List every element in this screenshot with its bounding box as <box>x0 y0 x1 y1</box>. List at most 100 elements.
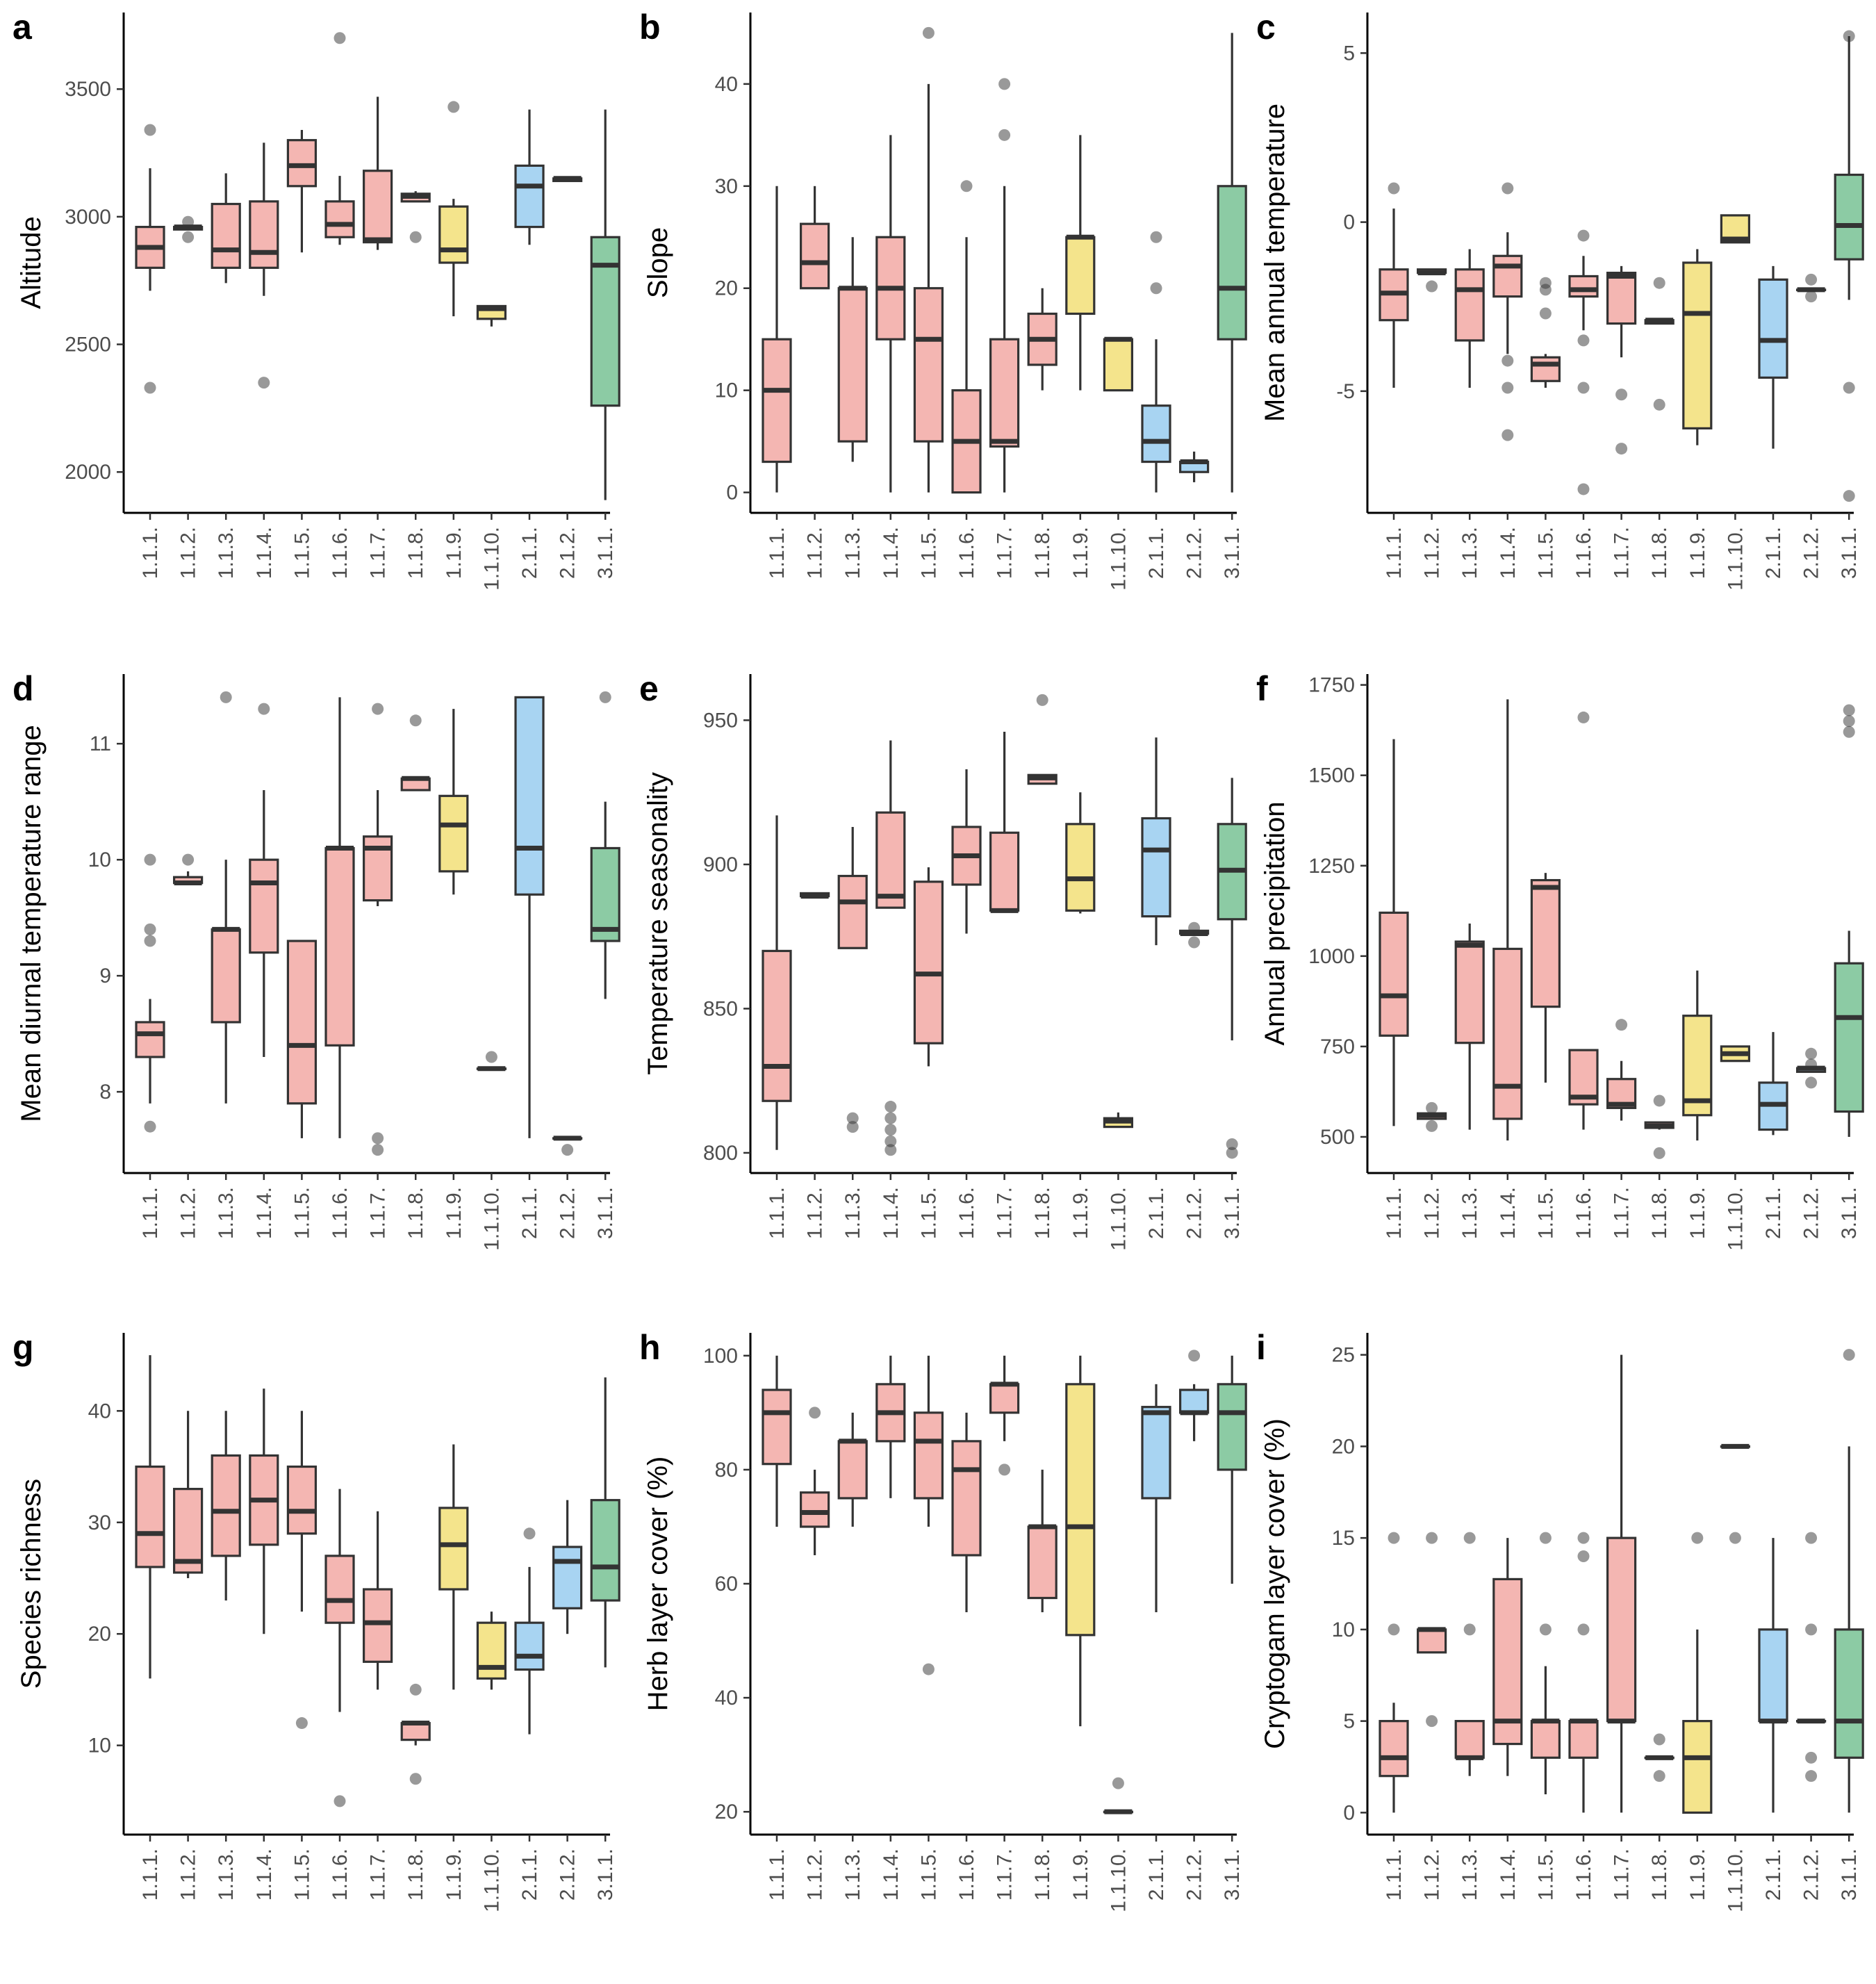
outlier-point <box>258 703 270 715</box>
box-iqr <box>590 846 620 942</box>
outlier-point <box>998 78 1011 90</box>
outlier-point <box>1805 1076 1818 1089</box>
box-iqr <box>1492 254 1523 298</box>
box-3.1.1. <box>590 691 620 999</box>
box-1.1.5. <box>913 26 944 493</box>
y-tick-label: 20 <box>715 277 738 300</box>
outlier-point <box>220 691 232 703</box>
outlier-point <box>1426 1101 1438 1114</box>
box-1.1.2. <box>799 186 830 290</box>
box-1.1.10. <box>476 1612 507 1690</box>
box-2.1.1. <box>1758 1032 1788 1136</box>
box-1.1.3. <box>1454 249 1485 388</box>
outlier-point <box>1577 1623 1590 1636</box>
y-axis-title: Species richness <box>16 1479 47 1689</box>
outlier-point <box>998 129 1011 141</box>
box-1.1.10. <box>1103 1777 1134 1814</box>
outlier-point <box>1843 715 1855 728</box>
box-iqr <box>324 1555 355 1624</box>
outlier-point <box>1805 1770 1818 1782</box>
outlier-point <box>1388 182 1400 195</box>
outlier-point <box>1426 1715 1438 1728</box>
box-iqr <box>324 846 355 1047</box>
box-1.1.6. <box>951 180 982 494</box>
y-axis-title: Herb layer cover (%) <box>643 1457 673 1712</box>
x-tick-label: 1.1.6. <box>329 527 352 579</box>
panel-letter-a: a <box>13 8 33 47</box>
x-tick-label: 1.1.9. <box>443 527 466 579</box>
x-tick-label: 3.1.1. <box>1221 1848 1244 1901</box>
x-tick-label: 1.1.4. <box>253 1848 276 1901</box>
box-iqr <box>913 880 944 1044</box>
panel-f: f Annual precipitation 500 750 1000 1250 1500 1… <box>1256 669 1864 1251</box>
outlier-point <box>1843 704 1855 716</box>
y-tick-label: 15 <box>1332 1527 1355 1550</box>
x-tick-label: 2.1.1. <box>518 527 541 579</box>
x-tick-label: 1.1.8. <box>1648 1187 1671 1239</box>
outlier-point <box>182 853 195 866</box>
box-1.1.7. <box>1606 265 1637 455</box>
x-tick-label: 2.1.1. <box>1145 527 1168 579</box>
box-iqr <box>762 1388 792 1466</box>
box-2.1.2. <box>1796 273 1827 303</box>
outlier-point <box>1539 307 1552 320</box>
outlier-point <box>599 691 611 703</box>
box-3.1.1. <box>1217 778 1247 1159</box>
box-iqr <box>1454 1720 1485 1759</box>
box-iqr <box>837 874 868 949</box>
box-iqr <box>1682 261 1713 429</box>
box-1.1.10. <box>476 1051 507 1072</box>
box-iqr <box>1530 878 1561 1008</box>
box-iqr <box>1834 962 1864 1113</box>
x-tick-label: 1.1.2. <box>804 1848 827 1901</box>
box-1.1.4. <box>249 142 279 389</box>
x-tick-label: 1.1.2. <box>177 1848 200 1901</box>
x-tick-label: 2.1.1. <box>518 1187 541 1239</box>
box-1.1.7. <box>989 78 1020 493</box>
box-iqr <box>951 1440 982 1557</box>
outlier-point <box>182 215 195 228</box>
box-1.1.9. <box>1682 249 1713 445</box>
panel-c: c Mean annual temperature -5 0 5 1.1.1. 1.1.2.… <box>1256 8 1864 591</box>
x-tick-label: 2.1.1. <box>1145 1848 1168 1901</box>
box-1.1.4. <box>1492 182 1523 441</box>
x-tick-label: 1.1.7. <box>994 527 1017 579</box>
outlier-point <box>1539 284 1552 296</box>
x-tick-label: 3.1.1. <box>1221 527 1244 579</box>
box-3.1.1. <box>1217 1355 1247 1584</box>
y-tick-label: 10 <box>88 1735 111 1757</box>
outlier-point <box>334 32 346 44</box>
box-1.1.8. <box>400 714 431 792</box>
box-iqr <box>913 287 944 443</box>
box-1.1.10. <box>1103 1112 1134 1129</box>
panel-letter-f: f <box>1256 669 1268 708</box>
outlier-point <box>1577 1550 1590 1562</box>
x-tick-label: 1.1.4. <box>1497 527 1520 579</box>
y-tick-label: 40 <box>88 1400 111 1423</box>
x-tick-label: 1.1.1. <box>1383 1848 1406 1901</box>
x-tick-label: 1.1.5. <box>290 527 313 579</box>
x-tick-label: 2.1.1. <box>1145 1187 1168 1239</box>
outlier-point <box>884 1124 897 1136</box>
x-tick-label: 1.1.10. <box>1724 527 1747 591</box>
y-tick-label: 1750 <box>1308 674 1355 697</box>
x-tick-label: 3.1.1. <box>594 527 617 579</box>
box-2.1.2. <box>1178 451 1210 482</box>
box-1.1.2. <box>799 1407 830 1555</box>
outlier-point <box>144 935 156 947</box>
outlier-point <box>1150 231 1162 243</box>
box-iqr <box>1834 1628 1864 1759</box>
x-tick-label: 1.1.9. <box>1069 527 1092 579</box>
x-tick-label: 2.1.2. <box>1183 1848 1206 1901</box>
y-tick-label: 1500 <box>1308 764 1355 787</box>
box-iqr <box>1065 236 1096 315</box>
box-iqr <box>173 1488 204 1574</box>
outlier-point <box>1501 382 1514 394</box>
outlier-point <box>409 714 422 727</box>
x-tick-label: 1.1.10. <box>1724 1187 1747 1251</box>
y-tick-label: 500 <box>1320 1126 1355 1149</box>
box-1.1.8. <box>1644 277 1675 411</box>
x-tick-label: 1.1.3. <box>1458 527 1481 579</box>
y-tick-label: 850 <box>703 997 738 1020</box>
outlier-point <box>1577 1532 1590 1544</box>
